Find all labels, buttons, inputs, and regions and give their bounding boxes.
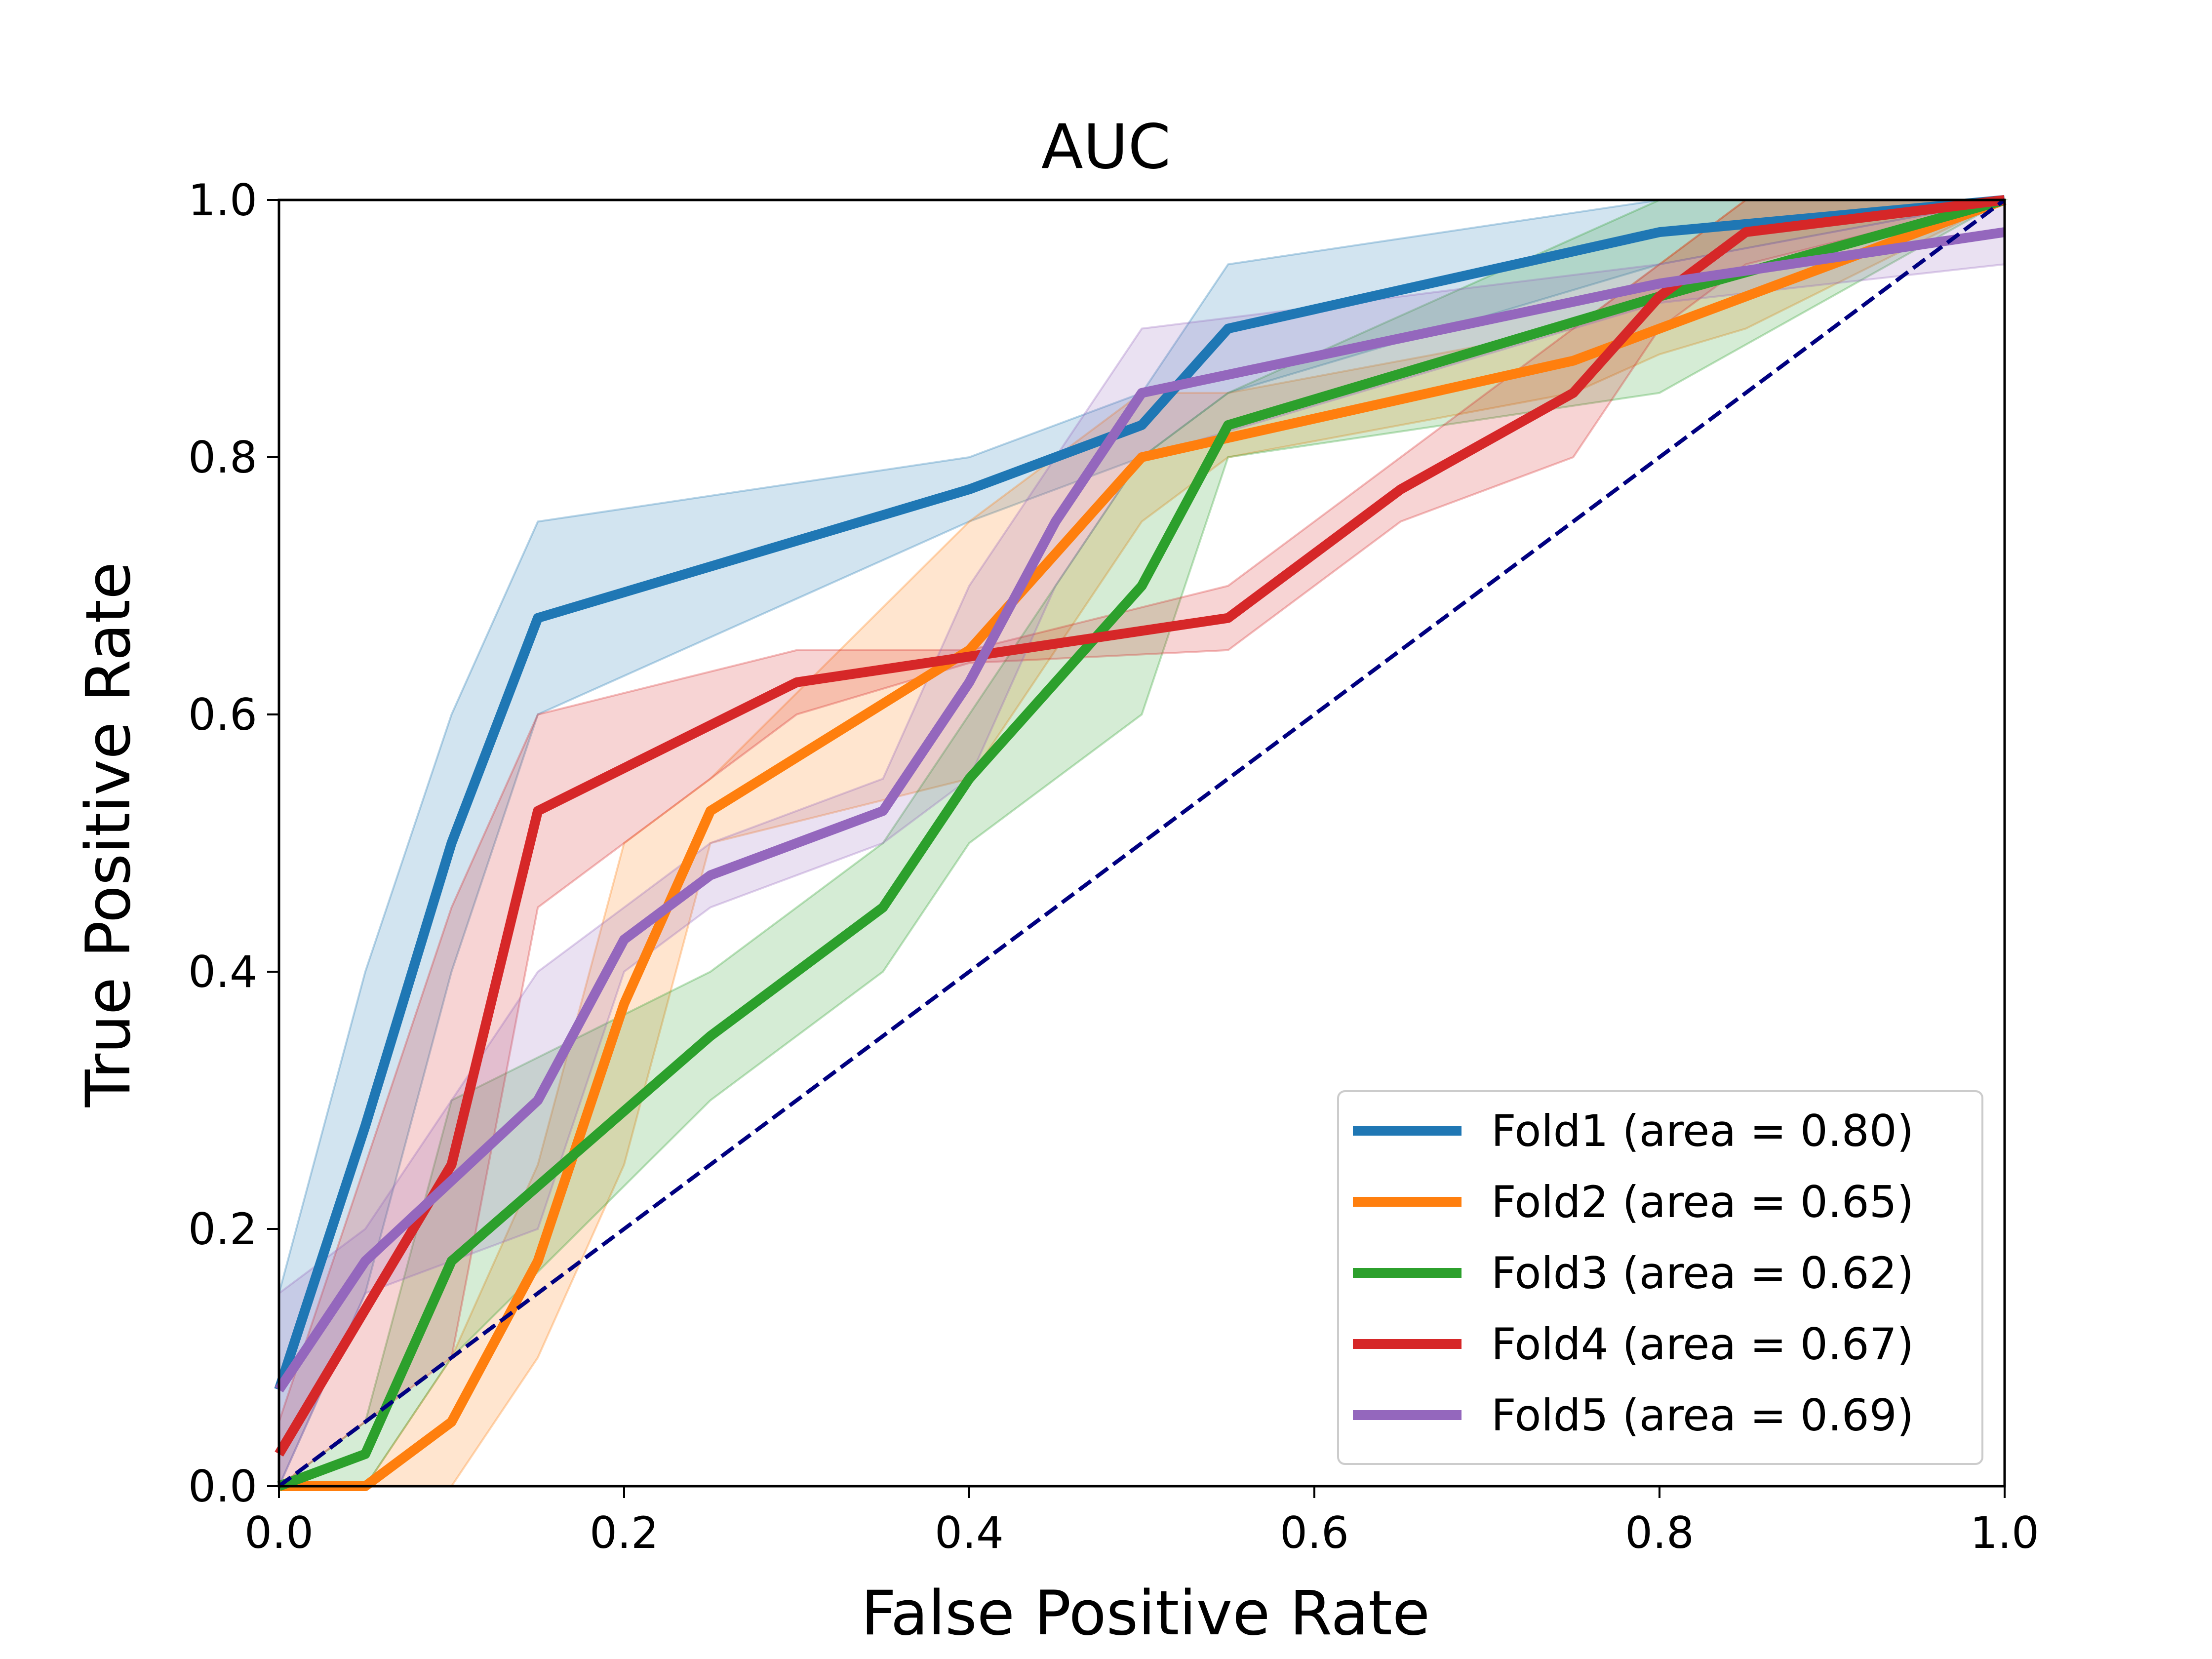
x-tick-label: 0.0 [244, 1507, 314, 1558]
y-tick-label: 1.0 [188, 175, 257, 226]
y-axis-label: True Positive Rate [73, 562, 144, 1108]
series-line-fold2 [279, 195, 2007, 1491]
y-tick-label: 0.8 [188, 432, 257, 483]
y-tick-label: 0.2 [188, 1204, 257, 1255]
series-line-fold5 [275, 227, 2006, 1393]
chart-title: AUC [1041, 112, 1171, 183]
reference-line-group [277, 198, 2006, 1488]
x-tick-label: 1.0 [1970, 1507, 2039, 1558]
y-axis-ticks: 0.0 0.2 0.4 0.6 0.8 1.0 [188, 175, 279, 1512]
legend-label-fold3: Fold3 (area = 0.62) [1491, 1248, 1914, 1299]
y-tick-label: 0.6 [188, 689, 257, 740]
series-line-fold1 [274, 195, 2005, 1391]
legend-label-fold5: Fold5 (area = 0.69) [1491, 1390, 1914, 1441]
chance-reference-line [277, 198, 2006, 1488]
y-tick-label: 0.0 [188, 1461, 257, 1512]
legend-box [1337, 1090, 1983, 1465]
plot-area [274, 195, 2009, 1491]
series-line-fold3 [277, 195, 2006, 1491]
x-axis-ticks: 0.0 0.2 0.4 0.6 0.8 1.0 [244, 1486, 2039, 1558]
x-tick-label: 0.8 [1625, 1507, 1694, 1558]
x-tick-label: 0.4 [935, 1507, 1004, 1558]
band-fold1 [278, 199, 2005, 1487]
x-tick-label: 0.2 [590, 1507, 659, 1558]
x-tick-label: 0.6 [1280, 1507, 1349, 1558]
series-lines [274, 195, 2007, 1491]
axes-frame [277, 198, 2006, 1488]
x-axis-label: False Positive Rate [861, 1578, 1430, 1649]
y-tick-label: 0.4 [188, 947, 257, 997]
legend-label-fold1: Fold1 (area = 0.80) [1491, 1106, 1914, 1156]
legend: Fold1 (area = 0.80) Fold2 (area = 0.65) Fo… [1337, 1090, 1983, 1465]
legend-label-fold2: Fold2 (area = 0.65) [1491, 1177, 1914, 1227]
legend-label-fold4: Fold4 (area = 0.67) [1491, 1319, 1914, 1370]
